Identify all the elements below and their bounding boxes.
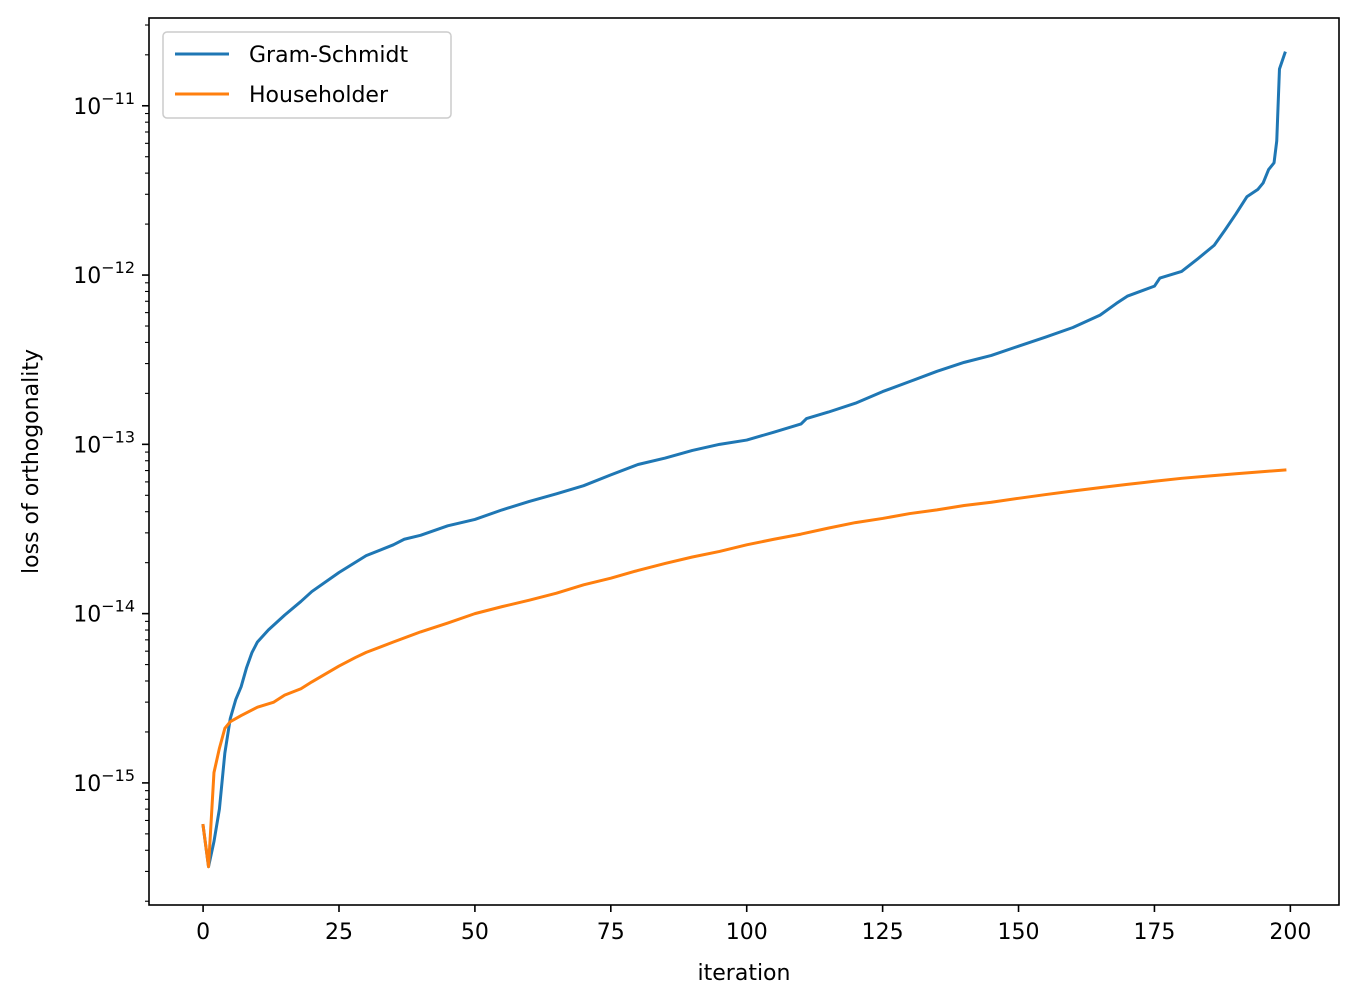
y-tick-label-base: 10 <box>73 433 101 458</box>
series-line-gram-schmidt <box>201 51 1287 869</box>
x-tick-label: 75 <box>597 920 625 945</box>
series-line-householder <box>201 468 1287 869</box>
x-tick-label: 125 <box>862 920 904 945</box>
x-tick-label: 25 <box>325 920 353 945</box>
x-tick-label: 0 <box>196 920 210 945</box>
y-axis-label: loss of orthogonality <box>19 349 44 574</box>
y-tick-label-exponent: −13 <box>101 427 135 446</box>
y-tick-label: 10−12 <box>73 258 135 289</box>
legend: Gram-Schmidt Householder <box>162 31 452 119</box>
x-tick-label: 100 <box>726 920 768 945</box>
y-tick-label-base: 10 <box>73 95 101 120</box>
plot-area <box>201 51 1287 869</box>
series-layer <box>201 51 1287 869</box>
y-tick-label-base: 10 <box>73 772 101 797</box>
y-tick-label: 10−13 <box>73 427 135 458</box>
y-tick-label-exponent: −11 <box>101 89 135 108</box>
x-axis-label: iteration <box>698 961 791 986</box>
legend-box <box>162 31 452 119</box>
y-tick-label-exponent: −12 <box>101 258 135 277</box>
y-tick-label: 10−15 <box>73 766 135 797</box>
x-tick-label: 200 <box>1269 920 1311 945</box>
y-tick-label-base: 10 <box>73 264 101 289</box>
y-tick-label-base: 10 <box>73 603 101 628</box>
x-tick-label: 150 <box>998 920 1040 945</box>
y-tick-label: 10−11 <box>73 89 135 120</box>
y-tick-label-exponent: −14 <box>101 597 135 616</box>
x-tick-label: 50 <box>461 920 489 945</box>
legend-label: Householder <box>249 83 389 108</box>
y-tick-label-exponent: −15 <box>101 766 135 785</box>
y-tick-label: 10−14 <box>73 597 135 628</box>
x-axis: 0 25 50 75 100 125 150 175 200 <box>196 905 1311 945</box>
legend-label: Gram-Schmidt <box>249 43 408 68</box>
x-tick-label: 175 <box>1133 920 1175 945</box>
legend-items: Gram-Schmidt Householder <box>175 43 408 108</box>
plot-frame <box>148 17 1340 906</box>
